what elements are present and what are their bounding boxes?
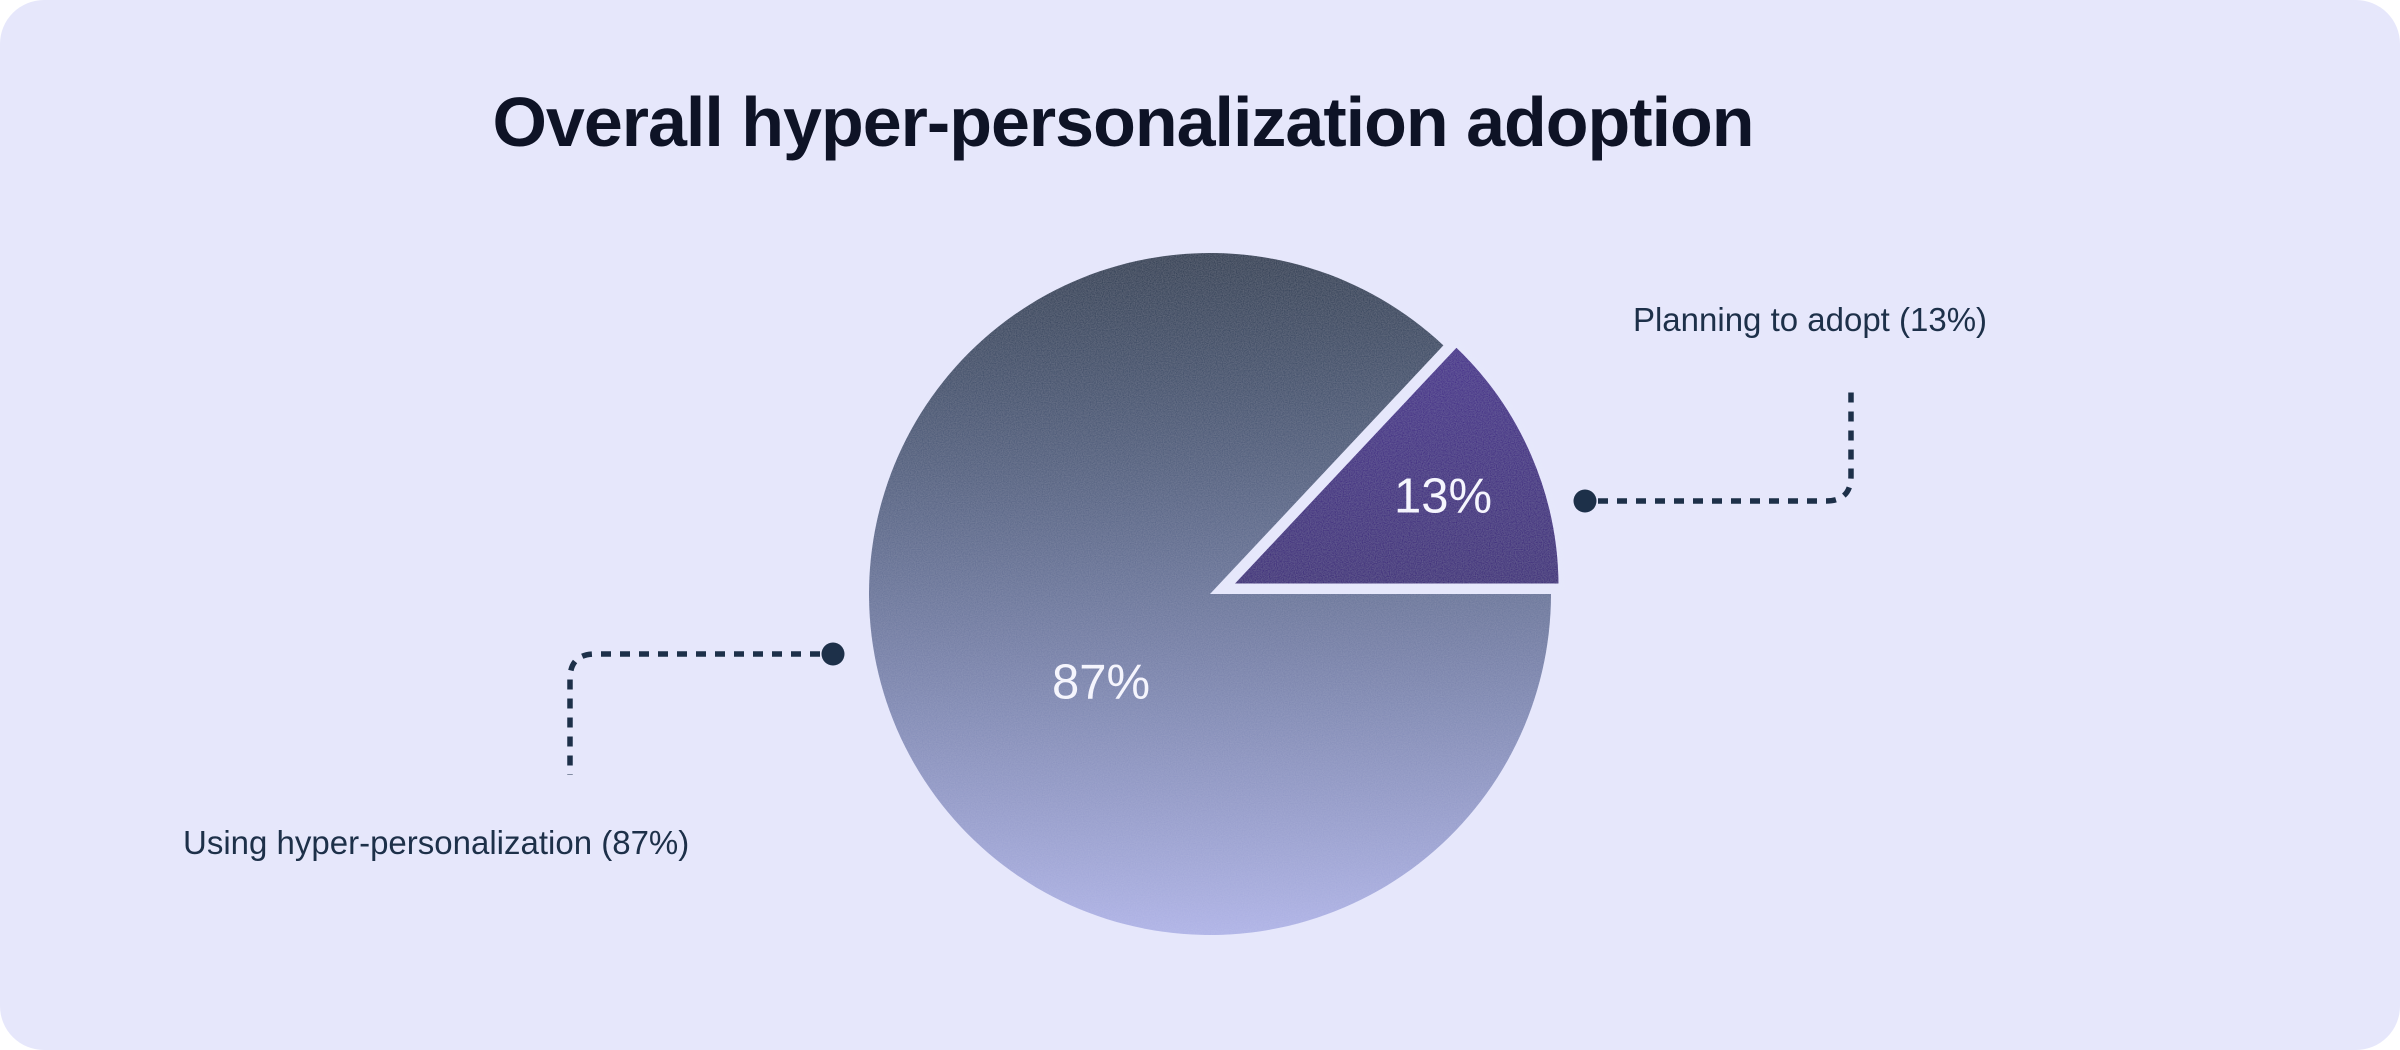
slice-value-using: 87% xyxy=(1051,655,1151,710)
callout-line-using xyxy=(567,651,820,775)
callout-dot-using xyxy=(821,642,845,666)
slice-value-planning: 13% xyxy=(1393,469,1493,524)
callout-dot-planning xyxy=(1573,489,1597,513)
callout-label-using: Using hyper-personalization (87%) xyxy=(183,824,690,861)
callout-label-planning: Planning to adopt (13%) xyxy=(1632,301,1988,338)
callout-line-planning xyxy=(1598,386,1854,504)
pie-slice-planning xyxy=(1223,339,1566,591)
chart-title: Overall hyper-personalization adoption xyxy=(492,83,1754,161)
pie-slice-using xyxy=(869,253,1551,936)
pie-slices xyxy=(869,253,1566,936)
